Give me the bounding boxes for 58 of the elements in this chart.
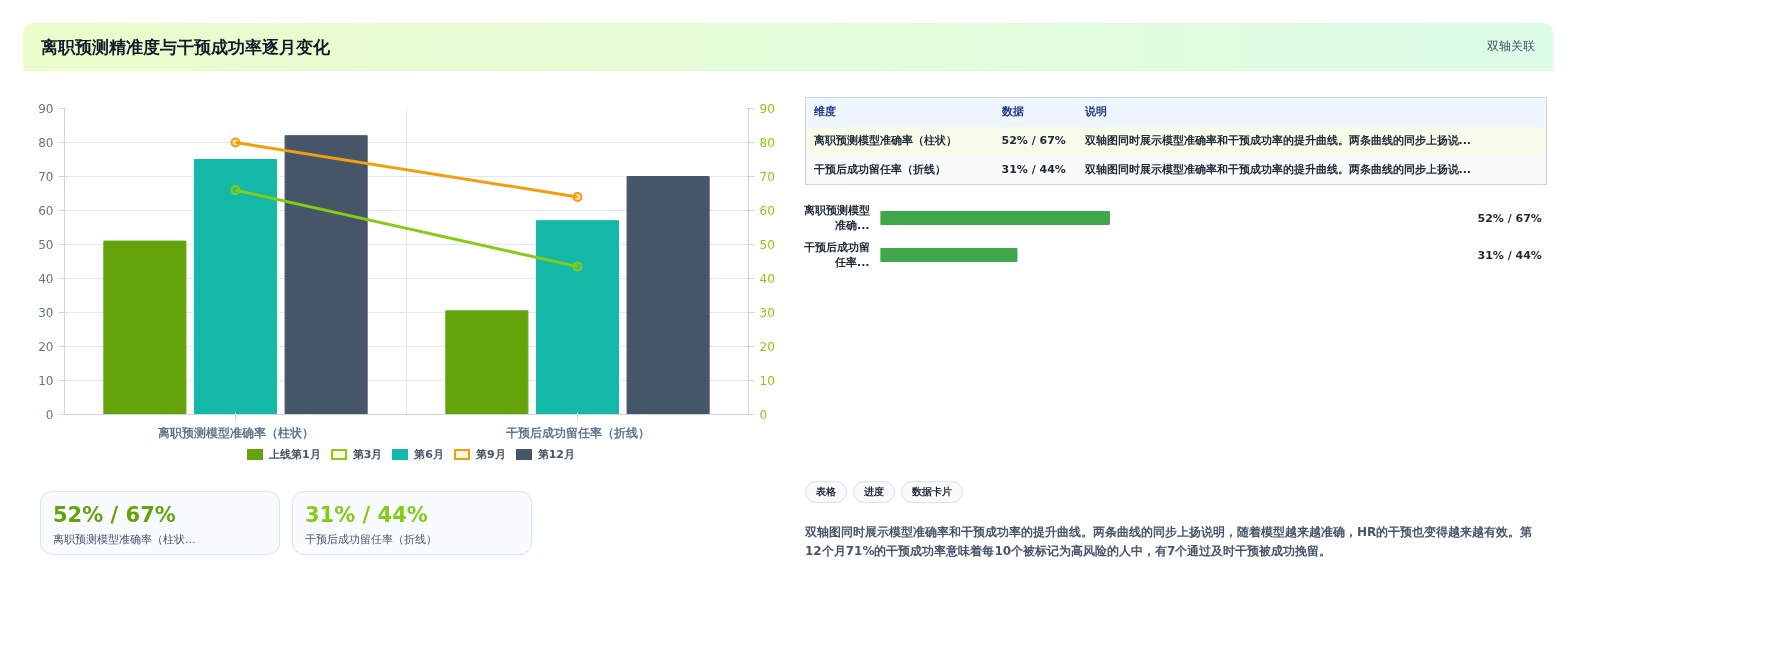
y-tick-label: 0 [45,408,54,422]
bar [284,135,368,415]
bar [445,310,529,415]
text: 表格 [805,481,847,504]
point [230,185,241,196]
text: 双轴图同时展示模型准确率和干预成功率的提升曲线。两条曲线的同步上扬说... [1083,161,1473,178]
y-tick-label: 90 [38,102,54,116]
text: 31% / 44% [1000,161,1067,178]
text: 双轴图同时展示模型准确率和干预成功率的提升曲线。两条曲线的同步上扬说明，随着模型越来越准确，HR的干预也变得越来越有效。第12个月71%的干预成功率意味着每10个被标记为高风险的人中，有7个通过及时干预被成功挽留。 [805,524,1534,560]
text: 离职预测模型准确率（柱状） [813,133,958,150]
y2-tick-label: 30 [759,306,775,320]
text: 数据 [1000,104,1025,121]
y2-tick-label: 10 [759,374,775,388]
legend-label: 第9月 [476,447,506,463]
y-tick-label: 离职预测模型准确... [802,203,870,233]
data-label: 31% / 44% [1477,248,1542,262]
text: 维度 [813,104,837,121]
legend-label: 第3月 [352,447,383,463]
y2-tick-label: 50 [759,238,775,252]
y2-tick-label: 40 [759,272,775,286]
text: 双轴关联 [1487,38,1535,56]
bar [535,220,620,415]
text: 双轴图同时展示模型准确率和干预成功率的提升曲线。两条曲线的同步上扬说... [1083,133,1473,150]
text: 31% / 44% [305,502,429,529]
point [572,191,583,202]
legend-label: 第12月 [537,447,575,463]
bar [103,240,187,415]
y-tick-label: 10 [38,374,54,388]
y-tick-label: 20 [38,340,54,354]
y2-tick-label: 90 [759,102,775,116]
text: 52% / 67% [1000,133,1067,150]
text: 进度 [853,481,895,504]
legend-label: 上线第1月 [269,447,321,463]
text: 干预后成功留任率（折线） [813,161,947,178]
y2-tick-label: 80 [759,136,775,150]
y-tick-label: 40 [38,272,54,286]
y2-tick-label: 20 [759,340,775,354]
text: 数据卡片 [901,481,963,504]
data-label: 52% / 67% [1477,211,1542,225]
y-tick-label: 60 [38,204,54,218]
y2-tick-label: 70 [759,170,775,184]
text: 干预后成功留任率（折线） [305,532,438,548]
legend-label: 第6月 [414,447,444,463]
point [230,137,241,148]
bar [626,176,710,415]
text: 52% / 67% [53,502,177,529]
text: 离职预测模型准确率（柱状... [53,532,197,548]
chart-title: 离职预测精准度与干预成功率逐月变化 [41,35,330,59]
y2-tick-label: 0 [759,408,768,422]
y-tick-label: 70 [38,170,54,184]
y-tick-label: 30 [38,306,54,320]
point [572,261,583,272]
text: 说明 [1083,104,1108,121]
y2-tick-label: 60 [759,204,775,218]
y-tick-label: 80 [38,136,54,150]
y-tick-label: 50 [38,238,54,252]
y-tick-label: 干预后成功留任率... [802,240,870,270]
bar [193,159,278,415]
